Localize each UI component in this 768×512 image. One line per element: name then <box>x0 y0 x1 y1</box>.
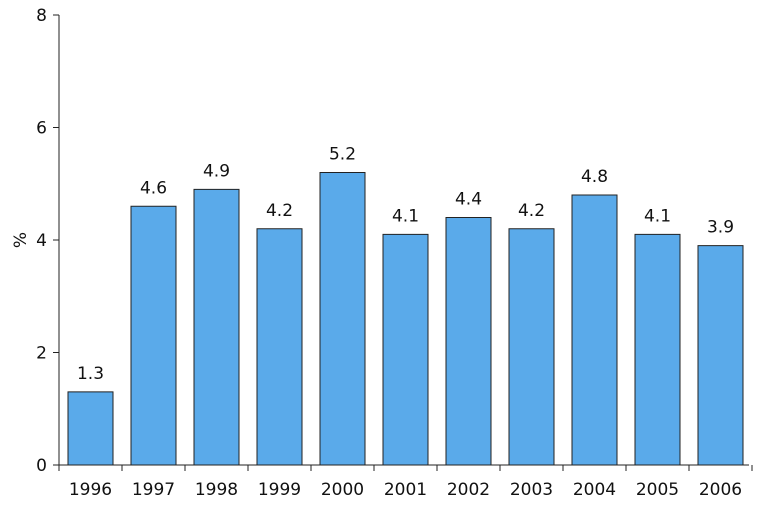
data-label: 4.2 <box>266 201 293 221</box>
bars <box>67 172 744 466</box>
x-tick-label: 2003 <box>510 480 553 500</box>
x-tick-label: 2002 <box>447 480 490 500</box>
y-tick-label: 8 <box>36 6 47 26</box>
bar <box>319 172 366 466</box>
data-label: 4.6 <box>140 178 167 198</box>
y-axis-title: % <box>11 232 31 248</box>
x-tick-label: 1996 <box>69 480 112 500</box>
bar <box>193 188 240 466</box>
bar <box>634 233 681 466</box>
data-label: 4.1 <box>392 206 419 226</box>
data-label: 1.3 <box>77 364 104 384</box>
x-axis-ticks: 1996 1997 1998 1999 2000 2001 2002 2003 2004 2005… <box>58 465 753 500</box>
x-tick-label: 2001 <box>384 480 427 500</box>
y-tick-label: 2 <box>36 344 47 364</box>
data-label: 5.2 <box>329 145 356 165</box>
data-label: 4.4 <box>455 190 482 210</box>
x-tick-label: 2004 <box>573 480 616 500</box>
y-tick-label: 4 <box>36 231 47 251</box>
bar <box>67 391 114 466</box>
x-tick-label: 2000 <box>321 480 364 500</box>
x-tick-label: 1998 <box>195 480 238 500</box>
x-tick-label: 1997 <box>132 480 175 500</box>
bar <box>445 217 492 466</box>
x-tick-label: 2006 <box>699 480 742 500</box>
bar <box>130 205 177 466</box>
y-tick-label: 0 <box>36 456 47 476</box>
bar <box>571 194 618 466</box>
data-label: 4.1 <box>644 206 671 226</box>
data-label: 3.9 <box>707 218 734 238</box>
y-axis-ticks: 0 2 4 6 8 <box>36 6 59 476</box>
x-tick-label: 1999 <box>258 480 301 500</box>
data-label: 4.9 <box>203 161 230 181</box>
x-tick-label: 2005 <box>636 480 679 500</box>
bar <box>508 228 555 466</box>
data-labels: 1.3 4.6 4.9 4.2 5.2 4.1 4.4 4.2 4.8 4.1 3.9 <box>77 145 734 384</box>
data-label: 4.8 <box>581 167 608 187</box>
bar <box>697 245 744 466</box>
bar <box>382 233 429 466</box>
data-label: 4.2 <box>518 201 545 221</box>
y-tick-label: 6 <box>36 119 47 139</box>
bar <box>256 228 303 466</box>
